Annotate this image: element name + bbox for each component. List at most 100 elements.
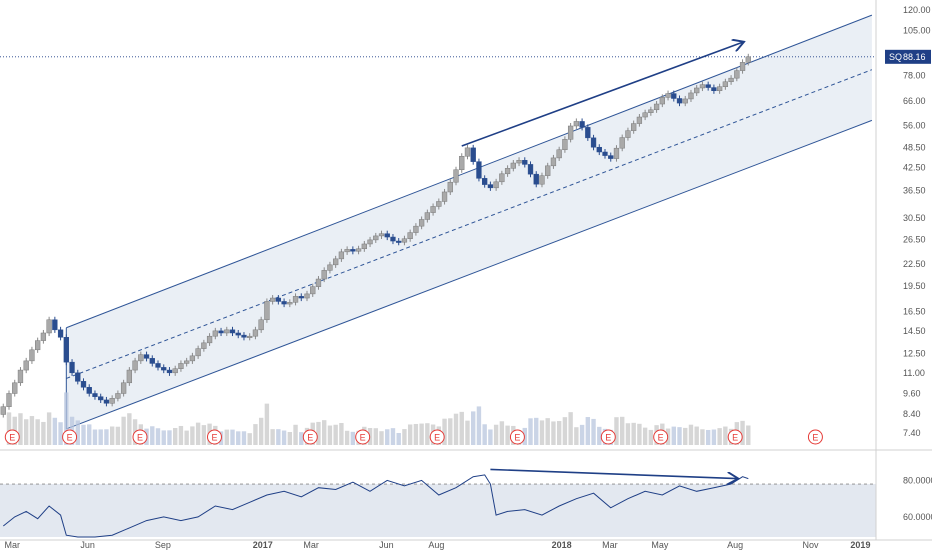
volume-bar [299,432,304,445]
volume-bar [173,428,178,445]
volume-bar [482,424,487,445]
volume-bar [442,418,447,445]
candle-body [694,87,700,94]
volume-bar [453,413,459,445]
volume-bar [637,423,642,445]
volume-bar [528,418,533,445]
candle-body [378,233,385,237]
time-tick-label: Aug [727,540,743,550]
candle-body [705,84,711,88]
earnings-marker [302,429,318,445]
candle-body [636,116,643,124]
candle-body [315,278,322,287]
volume-bar [579,424,585,445]
volume-bar [190,426,195,445]
channel-fill [66,15,872,429]
earnings-label: E [812,433,818,443]
volume-bar [694,426,699,445]
volume-bar [568,412,573,445]
candle-body [682,98,688,104]
candle-body [12,382,18,394]
volume-bar [373,428,378,445]
price-tick-label: 9.60 [903,388,921,398]
volume-bar [705,429,711,445]
candle-body [648,109,654,113]
candle-body [728,77,734,83]
earnings-marker [429,429,445,445]
price-tick-label: 11.00 [903,368,925,378]
candle-body [310,286,316,295]
volume-bar [717,428,722,445]
time-tick-label: Mar [303,540,319,550]
candle-body [298,296,304,299]
time-tick-label: 2017 [253,540,273,550]
candle-body [126,369,133,384]
volume-bar [109,426,115,445]
candle-body [539,175,545,185]
volume-bar [465,420,470,445]
candle-body [545,165,551,176]
volume-bar [620,416,625,445]
time-tick-label: Mar [5,540,21,550]
channel-mid-line [66,69,873,379]
volume-bar [224,429,229,445]
volume-bar [499,421,505,445]
candle-body [103,399,110,404]
candle-body [201,342,207,349]
price-tick-label: 42.50 [903,163,926,173]
candle-body [487,184,494,189]
candle-body [676,98,683,104]
volume-bar [98,429,103,445]
candle-body [396,240,402,243]
volume-bar [545,418,550,445]
candle-body [327,264,333,271]
candle-body [482,178,488,185]
price-tick-label: 56.00 [903,121,926,131]
candle-body [161,367,167,371]
volume-bar [316,421,321,445]
volume-bar [161,430,166,445]
price-tick-label: 78.00 [903,70,926,80]
volume-bar [322,420,327,445]
earnings-marker [62,429,78,445]
earnings-marker [600,429,616,445]
candle-body [430,206,436,213]
volume-bar [81,424,86,445]
candle-body [619,137,625,149]
rsi-tick-label: 80.0000 [903,475,932,485]
volume-bar [287,432,293,445]
volume-bar [700,429,705,445]
candle-body [206,335,213,344]
candle-body [63,337,69,363]
candle-body [258,319,264,331]
volume-bar [92,429,98,445]
rsi-tick-label: 60.0000 [903,512,932,522]
earnings-marker [132,429,148,445]
earnings-marker [727,429,743,445]
time-tick-label: 2018 [552,540,572,550]
candle-body [441,191,448,202]
volume-bar [64,392,69,445]
volume-bar [471,411,476,445]
price-tick-label: 105.00 [903,25,931,35]
volume-bar [683,427,688,445]
candle-body [35,340,41,351]
volume-bar [184,430,189,445]
earnings-label: E [211,433,217,443]
volume-bar [344,430,350,445]
volume-bar [476,406,482,445]
candle-body [464,147,471,157]
volume-bar [505,425,510,445]
volume-bar [379,431,384,445]
candle-body [476,161,482,179]
candle-body [573,121,580,127]
candle-body [17,369,24,384]
candle-body [367,239,373,245]
symbol-price-tag[interactable]: SQ 88.16 [885,49,931,64]
rsi-trend-arrow [490,468,736,478]
rsi-band [0,484,876,537]
price-tick-label: 120.00 [903,5,931,15]
volume-bar [677,427,682,445]
volume-bar [18,413,23,445]
